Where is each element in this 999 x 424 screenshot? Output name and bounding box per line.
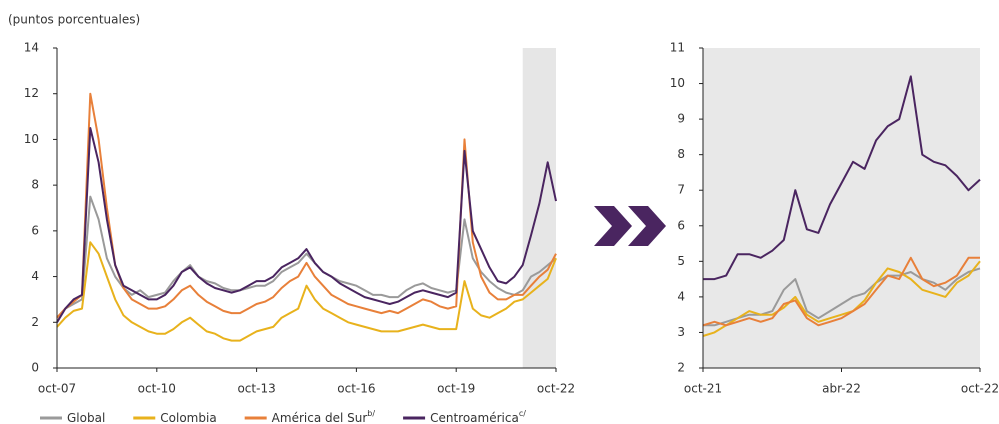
x-tick-label: oct-22 — [961, 382, 999, 396]
legend-label: Global — [67, 411, 105, 424]
legend-item: Centroaméricac/ — [403, 409, 526, 424]
arrow-chevrons — [594, 206, 666, 246]
legend-name: Colombia — [160, 411, 216, 424]
x-tick-label: oct-19 — [437, 382, 475, 396]
series-line — [56, 195, 557, 319]
legend-name: Global — [67, 411, 105, 424]
series-line — [702, 256, 980, 327]
legend-label: Colombia — [160, 411, 216, 424]
legend-item: Global — [40, 411, 105, 424]
y-tick-label: 12 — [24, 86, 39, 100]
legend-item: Colombia — [133, 411, 217, 424]
y-tick-label: 5 — [677, 254, 685, 268]
x-tick-label: oct-13 — [237, 382, 275, 396]
y-tick-label: 6 — [31, 223, 39, 237]
y-tick-label: 6 — [677, 218, 685, 232]
x-tick-label: oct-07 — [38, 382, 76, 396]
y-tick-label: 10 — [24, 132, 39, 146]
x-tick-label: oct-16 — [337, 382, 375, 396]
legend-item: América del Surb/ — [244, 409, 376, 424]
y-tick-label: 2 — [677, 361, 685, 375]
legend-note: b/ — [367, 409, 375, 418]
series-line — [56, 127, 557, 323]
y-tick-label: 0 — [31, 361, 39, 375]
y-tick-label: 3 — [677, 325, 685, 339]
legend-name: Centroamérica — [430, 411, 519, 424]
series-line — [703, 267, 981, 327]
series-line — [56, 241, 557, 342]
y-tick-label: 8 — [31, 178, 39, 192]
chart-subtitle: (puntos porcentuales) — [8, 13, 140, 27]
legend-name: América del Sur — [272, 411, 368, 424]
y-tick-label: 10 — [670, 76, 685, 90]
y-tick-label: 7 — [677, 183, 685, 197]
x-tick-label: oct-22 — [537, 382, 575, 396]
series-line — [702, 260, 981, 337]
legend-note: c/ — [519, 409, 526, 418]
y-tick-label: 14 — [24, 41, 39, 55]
y-tick-label: 4 — [677, 289, 685, 303]
y-tick-label: 2 — [31, 315, 39, 329]
y-tick-label: 8 — [677, 147, 685, 161]
series-line — [703, 75, 981, 281]
x-tick-label: abr-22 — [822, 382, 861, 396]
series-line — [56, 92, 557, 319]
highlight-region — [522, 48, 556, 368]
y-tick-label: 9 — [677, 112, 685, 126]
legend-label: Centroaméricac/ — [430, 409, 526, 424]
legend-label: América del Surb/ — [272, 409, 376, 424]
x-tick-label: oct-21 — [684, 382, 722, 396]
x-tick-label: oct-10 — [138, 382, 176, 396]
y-tick-label: 11 — [670, 41, 685, 55]
y-tick-label: 4 — [31, 269, 39, 283]
